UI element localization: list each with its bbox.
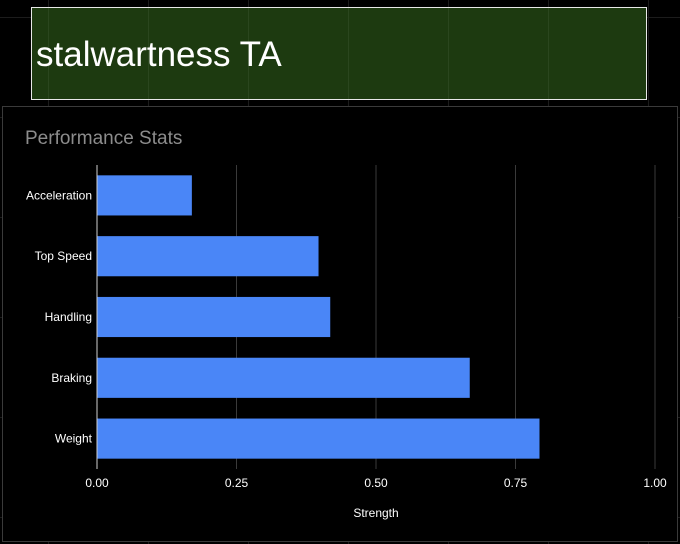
title-banner: stalwartness TA bbox=[31, 7, 647, 100]
page-title: stalwartness TA bbox=[36, 35, 282, 74]
category-label: Weight bbox=[55, 432, 93, 446]
x-tick-label: 0.25 bbox=[225, 476, 249, 490]
bar-acceleration bbox=[97, 175, 192, 216]
bar-handling bbox=[97, 296, 331, 338]
x-tick-label: 0.50 bbox=[364, 476, 388, 490]
bar-braking bbox=[97, 357, 470, 398]
x-axis-title: Strength bbox=[353, 506, 398, 520]
category-label: Top Speed bbox=[35, 249, 92, 263]
tick-labels: 0.00 0.25 0.50 0.75 1.00 bbox=[85, 476, 667, 490]
category-label: Handling bbox=[45, 310, 92, 324]
banner-grid bbox=[32, 8, 646, 99]
chart-panel: Performance Stats Acceleration Top Speed H… bbox=[2, 106, 678, 542]
category-label: Braking bbox=[51, 371, 92, 385]
category-labels: Acceleration Top Speed Handling Braking Weig… bbox=[26, 188, 93, 445]
x-tick-label: 0.75 bbox=[504, 476, 528, 490]
bar-weight bbox=[97, 418, 540, 459]
bars bbox=[97, 175, 540, 459]
x-tick-label: 1.00 bbox=[643, 476, 667, 490]
chart-title: Performance Stats bbox=[25, 128, 183, 149]
grid-lines bbox=[236, 165, 656, 469]
category-label: Acceleration bbox=[26, 188, 92, 202]
x-tick-label: 0.00 bbox=[85, 476, 109, 490]
bar-chart: Acceleration Top Speed Handling Braking Weig… bbox=[26, 165, 667, 520]
bar-top-speed bbox=[97, 236, 319, 277]
